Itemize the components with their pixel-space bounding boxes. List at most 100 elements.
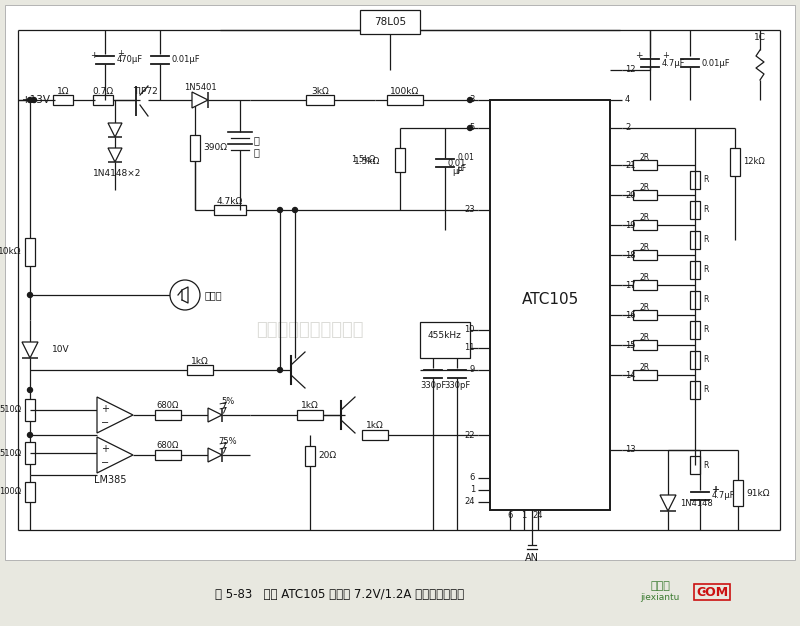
Text: R: R — [703, 461, 708, 470]
Bar — [690, 261, 700, 279]
Text: 510Ω: 510Ω — [0, 448, 21, 458]
Text: LM385: LM385 — [94, 475, 126, 485]
Text: 杭州将睿科技有限公司: 杭州将睿科技有限公司 — [256, 321, 364, 339]
Text: 1Ω: 1Ω — [57, 86, 70, 96]
Bar — [155, 410, 181, 420]
Bar — [297, 410, 323, 420]
Text: 0.7Ω: 0.7Ω — [93, 86, 114, 96]
Text: R: R — [703, 235, 708, 245]
Bar — [190, 135, 200, 161]
Text: 100kΩ: 100kΩ — [390, 86, 420, 96]
Bar — [633, 280, 657, 290]
Text: 蜂鸣器: 蜂鸣器 — [204, 290, 222, 300]
Text: 1kΩ: 1kΩ — [191, 356, 209, 366]
Text: COM: COM — [696, 585, 728, 598]
Text: 1.5kΩ: 1.5kΩ — [350, 155, 375, 165]
Bar — [690, 291, 700, 309]
Text: 10kΩ: 10kΩ — [0, 247, 21, 257]
Bar — [490, 100, 610, 510]
Text: μF: μF — [452, 168, 462, 177]
Text: 10V: 10V — [52, 346, 70, 354]
Text: 4.7μF: 4.7μF — [662, 58, 686, 68]
Text: 0.01
μF: 0.01 μF — [457, 153, 474, 173]
Circle shape — [278, 367, 282, 372]
Text: 1N5401: 1N5401 — [184, 83, 216, 91]
Circle shape — [27, 292, 33, 297]
Text: 100Ω: 100Ω — [0, 488, 21, 496]
Text: +: + — [662, 51, 669, 61]
Text: 0.01μF: 0.01μF — [172, 56, 201, 64]
Text: 6: 6 — [507, 511, 513, 520]
Bar — [690, 231, 700, 249]
Text: 680Ω: 680Ω — [157, 441, 179, 451]
Bar — [155, 450, 181, 460]
Text: 14: 14 — [625, 371, 635, 379]
Text: 22: 22 — [465, 431, 475, 439]
Text: 15: 15 — [625, 341, 635, 349]
Bar — [214, 205, 246, 215]
Text: 13: 13 — [625, 446, 636, 454]
Bar — [305, 446, 315, 466]
Bar — [633, 190, 657, 200]
Text: 2R: 2R — [640, 242, 650, 252]
Text: 680Ω: 680Ω — [157, 401, 179, 411]
Text: 2: 2 — [625, 123, 630, 133]
Text: 18: 18 — [625, 250, 636, 260]
Text: 1kΩ: 1kΩ — [366, 421, 384, 431]
Text: +: + — [90, 51, 98, 59]
Text: R: R — [703, 386, 708, 394]
Text: 75%: 75% — [218, 436, 238, 446]
Text: •: • — [701, 587, 707, 597]
Text: 11: 11 — [465, 344, 475, 352]
Polygon shape — [108, 123, 122, 137]
Text: R: R — [703, 205, 708, 215]
Bar — [633, 160, 657, 170]
Circle shape — [170, 280, 200, 310]
Polygon shape — [97, 437, 133, 473]
Text: 4.7kΩ: 4.7kΩ — [217, 197, 243, 205]
Text: 330pF: 330pF — [444, 381, 470, 391]
Text: 2R: 2R — [640, 362, 650, 371]
Text: 5: 5 — [470, 123, 475, 133]
Bar — [633, 310, 657, 320]
Polygon shape — [97, 397, 133, 433]
Bar — [633, 340, 657, 350]
Circle shape — [278, 207, 282, 212]
Text: 12: 12 — [625, 66, 635, 74]
Text: 24: 24 — [465, 498, 475, 506]
Circle shape — [27, 387, 33, 393]
Text: 图 5-83   采用 ATC105 构成的 7.2V/1.2A 的电池充电电路: 图 5-83 采用 ATC105 构成的 7.2V/1.2A 的电池充电电路 — [215, 587, 465, 600]
Text: 0.01: 0.01 — [448, 158, 466, 168]
Bar — [690, 171, 700, 189]
Text: R: R — [703, 356, 708, 364]
Text: jiexiantu: jiexiantu — [640, 593, 680, 602]
Text: 17: 17 — [625, 280, 636, 289]
Bar — [93, 95, 113, 105]
Bar — [53, 95, 73, 105]
Bar — [187, 365, 213, 375]
Text: R: R — [703, 295, 708, 304]
Bar — [362, 430, 388, 440]
Text: 3kΩ: 3kΩ — [311, 86, 329, 96]
Text: +: + — [117, 48, 124, 58]
Bar — [733, 480, 743, 506]
Text: 21: 21 — [625, 160, 635, 170]
Text: 2R: 2R — [640, 302, 650, 312]
Text: 2R: 2R — [640, 183, 650, 192]
Text: 20: 20 — [625, 190, 635, 200]
Text: 接线图: 接线图 — [650, 581, 670, 591]
Text: 池: 池 — [253, 147, 259, 157]
Text: 1kΩ: 1kΩ — [301, 401, 319, 411]
Text: 2R: 2R — [640, 212, 650, 222]
Bar — [694, 584, 730, 600]
Circle shape — [31, 98, 37, 103]
Text: 1C: 1C — [754, 34, 766, 43]
Bar — [690, 381, 700, 399]
Text: −: − — [101, 458, 109, 468]
Text: AN: AN — [525, 553, 539, 563]
Text: +: + — [712, 485, 719, 493]
Bar — [420, 322, 470, 358]
Text: +: + — [101, 404, 109, 414]
Bar — [25, 238, 35, 266]
Polygon shape — [208, 448, 222, 462]
